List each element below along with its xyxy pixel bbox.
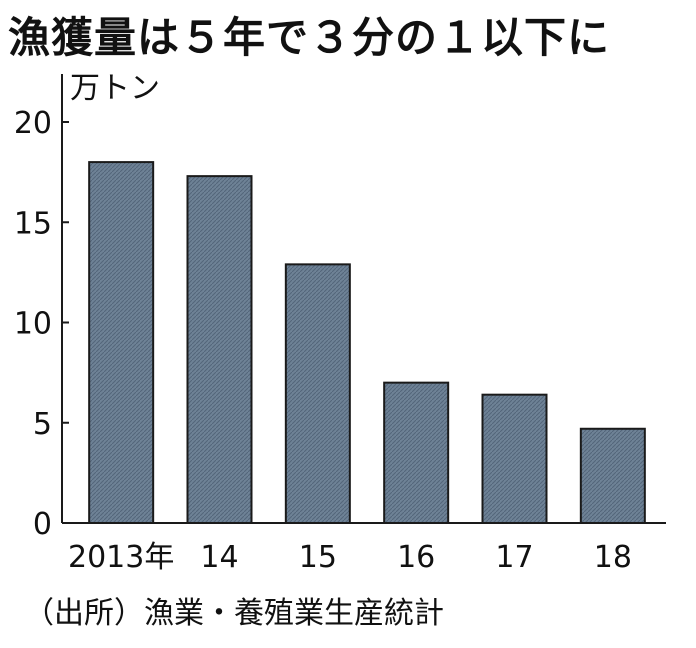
y-tick-label: 20	[14, 106, 52, 141]
source-note: （出所）漁業・養殖業生産統計	[24, 596, 444, 631]
y-tick-label: 10	[14, 307, 52, 342]
bar	[284, 263, 351, 524]
y-tick-label: 0	[33, 507, 52, 542]
bar	[186, 175, 253, 524]
chart-title: 漁獲量は５年で３分の１以下に	[8, 13, 611, 62]
bar	[481, 393, 548, 524]
x-tick-label: 18	[594, 540, 632, 575]
y-axis-ticks: 0 5 10 15 20	[14, 106, 69, 542]
bar-chart: 万トン 0 5 10 15 20 2013年 14 15 16 17 18	[14, 71, 666, 575]
x-tick-label: 17	[495, 540, 533, 575]
x-axis-labels: 2013年 14 15 16 17 18	[68, 540, 632, 575]
y-axis-unit-label: 万トン	[70, 71, 160, 106]
bar	[88, 161, 155, 524]
y-tick-label: 5	[33, 407, 52, 442]
bars	[88, 161, 646, 525]
axes	[61, 74, 666, 524]
x-tick-label: 14	[200, 540, 238, 575]
bar	[579, 427, 646, 525]
y-tick-label: 15	[14, 206, 52, 241]
x-tick-label: 15	[299, 540, 337, 575]
x-tick-label: 16	[397, 540, 435, 575]
bar	[383, 381, 450, 524]
x-tick-label: 2013年	[68, 540, 174, 575]
